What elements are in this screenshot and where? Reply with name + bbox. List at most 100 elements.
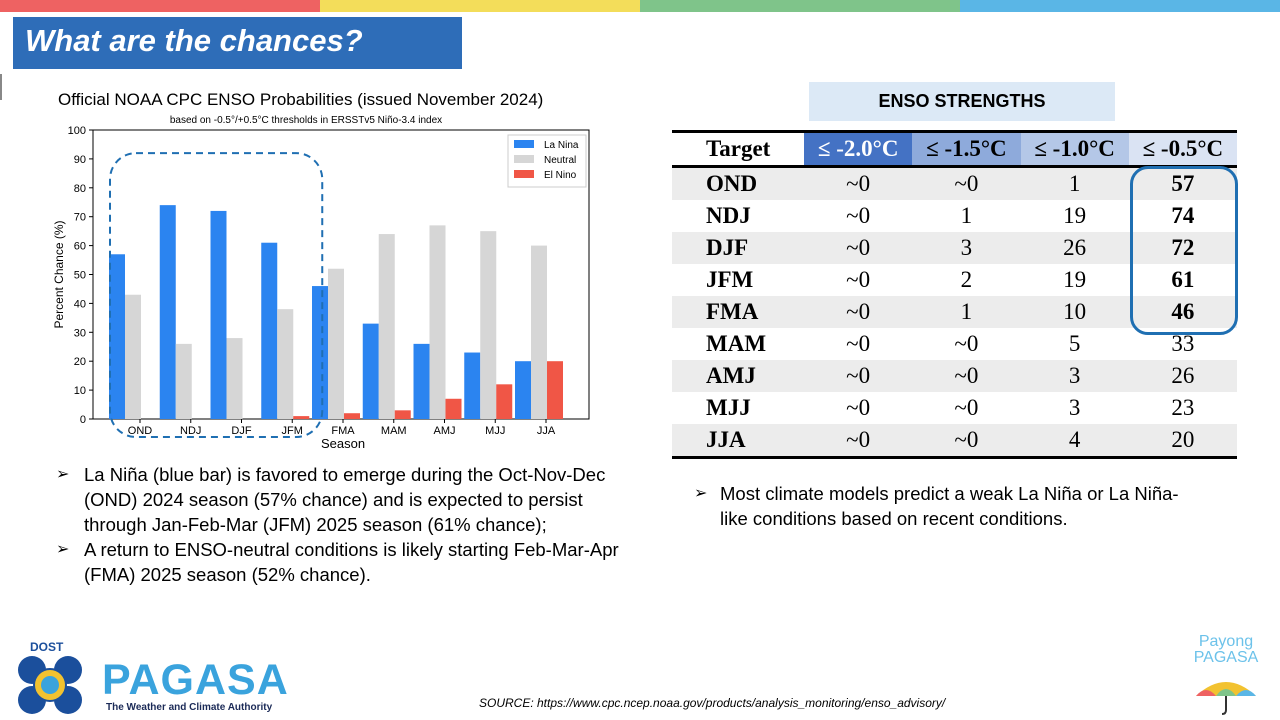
table-cell: 61 [1171,267,1195,292]
y-tick-label: 0 [80,414,86,426]
table-cell: ~0 [846,363,871,388]
top-bar-yellow [320,0,640,12]
x-tick-label: NDJ [180,425,201,437]
bar-la-nina [515,361,531,419]
table-cell: 33 [1171,331,1195,356]
x-tick-label: OND [128,425,153,437]
legend-label: El Nino [544,170,577,181]
right-bullet-text: Most climate models predict a weak La Ni… [720,483,1179,529]
bar-la-nina [464,352,481,419]
table-row: NDJ ~0 1 19 74 [672,200,1237,232]
bar-neutral [125,294,141,419]
table-cell: ~0 [846,171,871,196]
highlight-outline [1130,166,1238,335]
col-le-2-0: ≤ -2.0°C [804,131,913,167]
bar-la-nina [159,205,176,419]
bar-el-nino [496,384,513,419]
table-header-row: Target ≤ -2.0°C ≤ -1.5°C ≤ -1.0°C ≤ -0.5… [672,131,1237,167]
table-cell: 1 [1068,171,1081,196]
enso-table-body: OND ~0 ~0 1 57 NDJ ~0 1 19 74 DJF ~0 3 26 72 JFM ~0 2 19 61… [672,166,1237,458]
table-row: MAM ~0 ~0 5 33 [672,328,1237,360]
y-tick-label: 30 [74,327,86,339]
bar-la-nina [362,323,379,419]
bar-la-nina [413,343,430,419]
umbrella-icon [1196,682,1256,715]
table-season-cell: NDJ [706,203,751,228]
x-tick-label: AMJ [434,425,456,437]
pagasa-tagline: The Weather and Climate Authority [106,702,273,713]
chart-subtitle: based on -0.5°/+0.5°C thresholds in ERSS… [0,115,686,126]
highlight-dashed-box [109,152,324,438]
bar-neutral [226,338,243,419]
y-tick-label: 100 [68,125,86,137]
table-cell: ~0 [954,395,979,420]
table-cell: 46 [1171,299,1195,324]
bar-la-nina [210,210,227,419]
payong-text-2: PAGASA [1193,649,1259,666]
table-cell: 3 [960,235,973,260]
x-axis-label: Season [321,436,365,451]
legend-swatch [514,170,534,178]
table-cell: 2 [960,267,973,292]
chart-subtitle-text: based on -0.5°/+0.5°C thresholds in ERSS… [169,115,443,126]
table-season-cell: MJJ [706,395,751,420]
bar-el-nino [293,416,310,419]
bullet-arrow-icon: ➢ [56,466,70,483]
bar-la-nina [109,254,125,419]
table-row: AMJ ~0 ~0 3 26 [672,360,1237,392]
left-bullet-2-text: A return to ENSO-neutral conditions is l… [84,539,619,585]
legend-label: Neutral [544,155,576,166]
bar-la-nina [312,286,328,419]
bar-neutral [378,234,395,419]
pagasa-logo: DOST PAGASA The Weather and Climate Auth… [14,640,314,716]
table-cell: 3 [1068,363,1081,388]
left-rule [0,74,2,100]
table-season-cell: AMJ [706,363,756,388]
left-bullet-1: ➢ La Niña (blue bar) is favored to emerg… [56,462,646,537]
legend-swatch [514,155,534,163]
table-cell: ~0 [954,363,979,388]
legend-swatch [514,140,534,148]
bar-neutral [328,268,344,419]
table-cell: ~0 [954,331,979,356]
slide-title: What are the chances? [25,23,363,58]
table-cell: 20 [1171,427,1195,452]
table-cell: ~0 [954,427,979,452]
table-cell: ~0 [846,235,871,260]
bar-el-nino [445,398,462,419]
table-cell: 3 [1068,395,1081,420]
col-le-1-5: ≤ -1.5°C [912,131,1021,167]
y-tick-label: 90 [74,154,86,166]
y-tick-label: 10 [74,385,86,397]
left-bullet-2: ➢ A return to ENSO-neutral conditions is… [56,537,646,587]
table-row: JFM ~0 2 19 61 [672,264,1237,296]
right-bullet: ➢ Most climate models predict a weak La … [694,481,1254,531]
table-cell: 72 [1171,235,1195,260]
col-le-1-0: ≤ -1.0°C [1020,131,1129,167]
bar-el-nino [547,361,563,419]
pagasa-emblem-icon [18,656,82,714]
table-cell: ~0 [954,171,979,196]
table-cell: ~0 [846,427,871,452]
table-cell: ~0 [846,267,871,292]
table-cell: 26 [1171,363,1195,388]
table-cell: ~0 [846,203,871,228]
table-cell: 4 [1068,427,1081,452]
table-cell: ~0 [846,299,871,324]
bar-neutral [175,343,192,419]
bar-la-nina [261,242,278,419]
bar-neutral [531,245,547,419]
x-tick-label: MJJ [485,425,505,437]
table-cell: 26 [1063,235,1087,260]
table-season-cell: JFM [706,267,754,292]
col-le-0-5: ≤ -0.5°C [1128,131,1237,167]
enso-strengths-table: Target ≤ -2.0°C ≤ -1.5°C ≤ -1.0°C ≤ -0.5… [672,130,1237,459]
bar-neutral [277,309,294,419]
bar-neutral [480,231,497,419]
y-axis-label: Percent Chance (%) [52,220,66,328]
table-cell: 23 [1171,395,1195,420]
x-tick-label: MAM [381,425,407,437]
source-link[interactable]: SOURCE: https://www.cpc.ncep.noaa.gov/pr… [479,696,946,710]
enso-probability-chart: 0 10 20 30 40 50 60 70 80 90 100 Percent Chance (%)… [52,125,590,451]
x-tick-label: FMA [331,425,355,437]
